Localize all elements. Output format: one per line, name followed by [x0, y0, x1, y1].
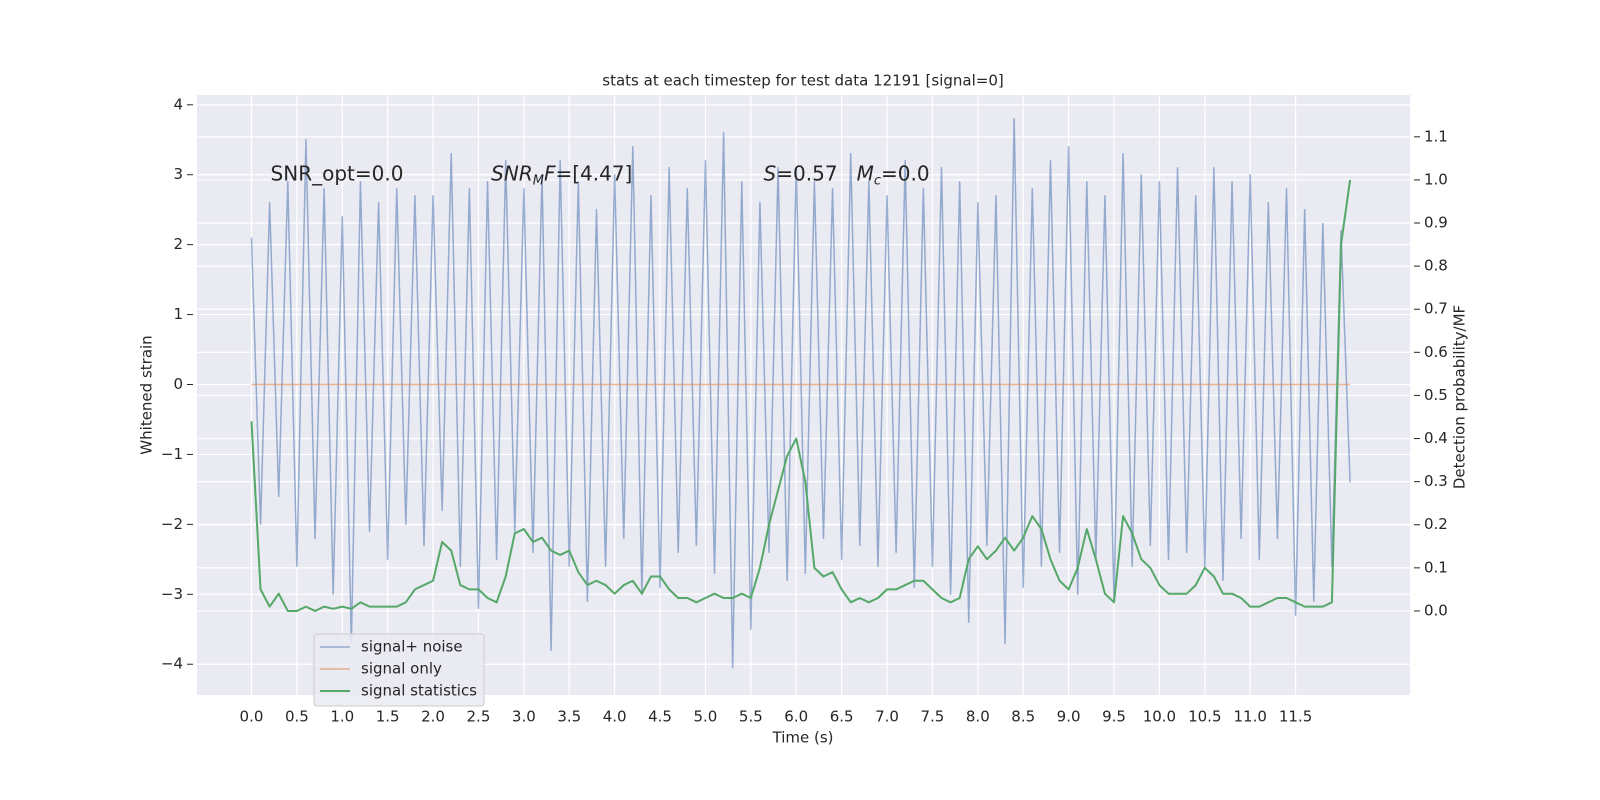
y-tick-label: −4 [161, 655, 183, 673]
annotation-part: S [764, 161, 777, 185]
y2-tick-label: 0.0 [1424, 601, 1448, 619]
y2-tick-label: 0.8 [1424, 257, 1448, 275]
x-tick-label: 0.0 [240, 708, 264, 726]
x-tick-label: 5.0 [694, 708, 718, 726]
y2-tick-label: 1.1 [1424, 127, 1448, 145]
x-tick-label: 1.0 [330, 708, 354, 726]
x-tick-label: 11.5 [1279, 708, 1312, 726]
y-tick-label: −3 [161, 585, 183, 603]
y2-tick-label: 0.2 [1424, 515, 1448, 533]
x-tick-label: 7.0 [875, 708, 899, 726]
x-axis-label: Time (s) [772, 729, 834, 747]
x-tick-label: 6.0 [784, 708, 808, 726]
annotation: SNRMF=[4.47] [491, 161, 632, 188]
x-tick-label: 4.5 [648, 708, 672, 726]
x-tick-label: 7.5 [920, 708, 944, 726]
y-axis-label: Whitened strain [138, 335, 156, 454]
y-tick-label: −2 [161, 515, 183, 533]
series-line [250, 118, 1351, 669]
annotation-part: SNR [491, 161, 533, 185]
x-tick-label: 0.5 [285, 708, 309, 726]
x-tick-label: 9.5 [1102, 708, 1126, 726]
x-tick-label: 1.5 [376, 708, 400, 726]
y-tick-label: 2 [173, 235, 183, 253]
y2-tick-label: 0.5 [1424, 386, 1448, 404]
annotation-part: =0.57 [776, 161, 856, 185]
legend-label: signal+ noise [361, 638, 463, 656]
y-tick-label: −1 [161, 445, 183, 463]
y-tick-label: 4 [173, 95, 183, 113]
x-tick-label: 8.5 [1011, 708, 1035, 726]
x-tick-label: 10.0 [1143, 708, 1176, 726]
y2-tick-label: 0.4 [1424, 429, 1448, 447]
annotation-part: M [857, 161, 874, 185]
x-tick-label: 9.0 [1057, 708, 1081, 726]
x-tick-label: 2.5 [467, 708, 491, 726]
legend-label: signal statistics [361, 682, 477, 700]
y2-tick-label: 0.1 [1424, 558, 1448, 576]
y2-axis-label: Detection probability/MF [1451, 305, 1469, 489]
annotation-part: M [533, 173, 544, 188]
x-tick-label: 3.0 [512, 708, 536, 726]
y-tick-label: 3 [173, 165, 183, 183]
x-tick-label: 10.5 [1188, 708, 1221, 726]
y2-tick-label: 0.7 [1424, 300, 1448, 318]
x-tick-label: 8.0 [966, 708, 990, 726]
chart-title: stats at each timestep for test data 121… [602, 72, 1003, 90]
x-tick-label: 2.0 [421, 708, 445, 726]
series-line [250, 179, 1352, 612]
legend-label: signal only [361, 660, 442, 678]
x-tick-label: 11.0 [1234, 708, 1267, 726]
x-tick-label: 5.5 [739, 708, 763, 726]
annotation-part: c [874, 173, 881, 188]
y2-tick-label: 1.0 [1424, 170, 1448, 188]
annotation-part: F [544, 161, 556, 185]
legend-box [313, 633, 485, 707]
x-tick-label: 3.5 [557, 708, 581, 726]
annotation: S=0.57 Mc=0.0 [764, 161, 930, 188]
annotation-part: SNR_opt=0.0 [271, 161, 404, 185]
y2-tick-label: 0.6 [1424, 343, 1448, 361]
annotation-part: =0.0 [881, 161, 930, 185]
x-tick-label: 6.5 [830, 708, 854, 726]
y2-tick-label: 0.3 [1424, 472, 1448, 490]
y-tick-label: 0 [173, 375, 183, 393]
y-tick-label: 1 [173, 305, 183, 323]
y2-tick-label: 0.9 [1424, 214, 1448, 232]
x-tick-label: 4.0 [603, 708, 627, 726]
annotation: SNR_opt=0.0 [271, 161, 404, 185]
annotation-part: =[4.47] [555, 161, 632, 185]
